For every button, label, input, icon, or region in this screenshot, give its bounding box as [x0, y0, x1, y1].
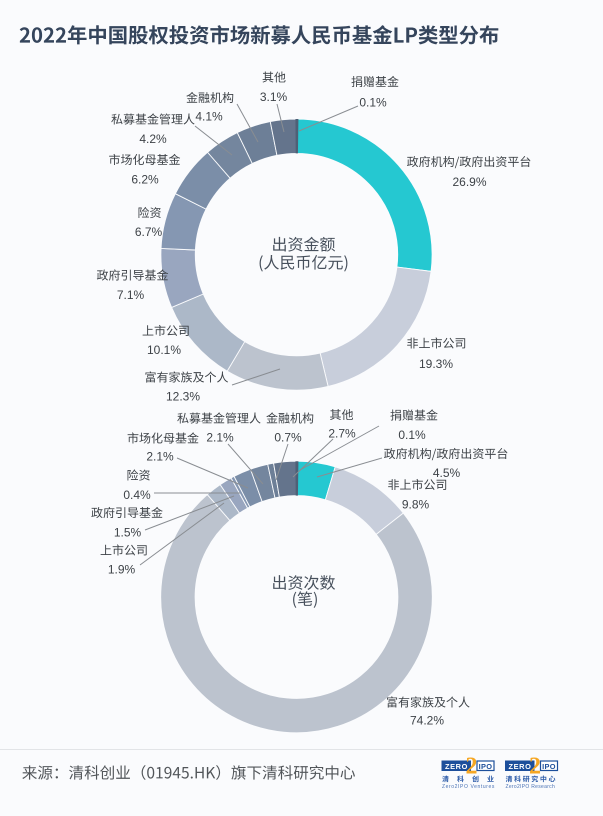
svg-text:74.2%: 74.2%	[410, 713, 444, 727]
svg-text:0.4%: 0.4%	[123, 488, 151, 502]
svg-text:Zero2IPO Research: Zero2IPO Research	[506, 784, 556, 790]
svg-text:2: 2	[529, 754, 541, 780]
svg-text:2.7%: 2.7%	[328, 426, 356, 440]
svg-text:26.9%: 26.9%	[452, 175, 486, 189]
svg-text:4.1%: 4.1%	[195, 109, 223, 123]
svg-text:7.1%: 7.1%	[117, 288, 145, 302]
svg-text:0.1%: 0.1%	[359, 95, 387, 109]
svg-text:1.5%: 1.5%	[114, 525, 142, 539]
svg-text:ZERO: ZERO	[509, 762, 532, 771]
svg-text:6.7%: 6.7%	[135, 225, 163, 239]
svg-text:6.2%: 6.2%	[131, 172, 159, 186]
svg-text:4.2%: 4.2%	[139, 132, 167, 146]
svg-text:2.1%: 2.1%	[146, 449, 174, 463]
svg-text:1.9%: 1.9%	[108, 562, 136, 576]
svg-text:0.1%: 0.1%	[398, 428, 426, 442]
svg-text:2.1%: 2.1%	[206, 430, 234, 444]
svg-text:10.1%: 10.1%	[147, 343, 181, 357]
svg-text:Zero2IPO Ventures: Zero2IPO Ventures	[442, 784, 495, 790]
svg-text:4.5%: 4.5%	[433, 466, 461, 480]
svg-text:0.7%: 0.7%	[274, 430, 302, 444]
svg-text:IPO: IPO	[542, 762, 556, 771]
svg-text:19.3%: 19.3%	[419, 357, 453, 371]
svg-text:3.1%: 3.1%	[260, 90, 288, 104]
svg-text:2: 2	[466, 754, 478, 780]
svg-text:IPO: IPO	[479, 762, 493, 771]
svg-text:ZERO: ZERO	[445, 762, 468, 771]
svg-text:9.8%: 9.8%	[402, 497, 430, 511]
svg-text:12.3%: 12.3%	[166, 389, 200, 403]
